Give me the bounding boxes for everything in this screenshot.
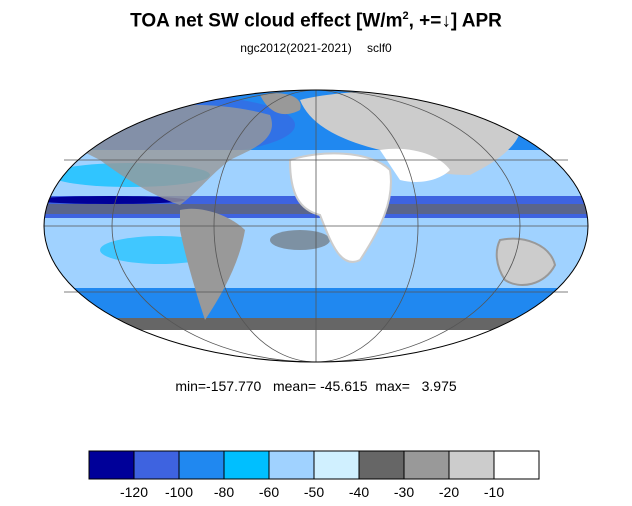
africa bbox=[288, 152, 392, 263]
title-suffix: , +=↓] APR bbox=[408, 10, 502, 32]
south-atlantic-gray bbox=[270, 230, 330, 250]
colorbar-swatch bbox=[448, 450, 495, 480]
colorbar-swatch bbox=[313, 450, 360, 480]
colorbar-tick-label: -120 bbox=[119, 484, 149, 500]
middle-east-clear bbox=[380, 148, 450, 182]
colorbar-tick-label: -50 bbox=[303, 484, 325, 500]
itcz-core bbox=[44, 196, 185, 204]
colorbar-swatch bbox=[268, 450, 315, 480]
colorbar-tick-label: -60 bbox=[258, 484, 280, 500]
colorbar-swatch bbox=[133, 450, 180, 480]
subtitle-case: ngc2012(2021-2021) bbox=[240, 41, 352, 55]
colorbar-tick-label: -30 bbox=[393, 484, 415, 500]
colorbar-tick-label: -80 bbox=[213, 484, 235, 500]
colorbar-swatch bbox=[403, 450, 450, 480]
map-border bbox=[43, 89, 589, 363]
mollweide-map bbox=[43, 89, 589, 363]
title-superscript: 2 bbox=[402, 10, 409, 22]
colorbar-swatch bbox=[358, 450, 405, 480]
australia bbox=[495, 237, 557, 286]
plot-title: TOA net SW cloud effect [W/m2, +=↓] APR bbox=[0, 10, 632, 32]
plot-subtitle: ngc2012(2021-2021) sclf0 bbox=[0, 41, 632, 55]
title-main: TOA net SW cloud effect [W/m bbox=[130, 10, 403, 32]
field-statistics: min=-157.770 mean= -45.615 max= 3.975 bbox=[175, 378, 457, 394]
colorbar-swatch bbox=[223, 450, 270, 480]
colorbar-tick-label: -10 bbox=[483, 484, 505, 500]
colorbar bbox=[88, 450, 540, 480]
colorbar-swatch bbox=[178, 450, 225, 480]
colorbar-swatch bbox=[88, 450, 135, 480]
subtitle-variable: sclf0 bbox=[367, 41, 392, 55]
colorbar-tick-label: -40 bbox=[348, 484, 370, 500]
greenland bbox=[260, 93, 301, 115]
colorbar-swatch bbox=[493, 450, 540, 480]
colorbar-tick-label: -100 bbox=[164, 484, 194, 500]
colorbar-tick-label: -20 bbox=[438, 484, 460, 500]
